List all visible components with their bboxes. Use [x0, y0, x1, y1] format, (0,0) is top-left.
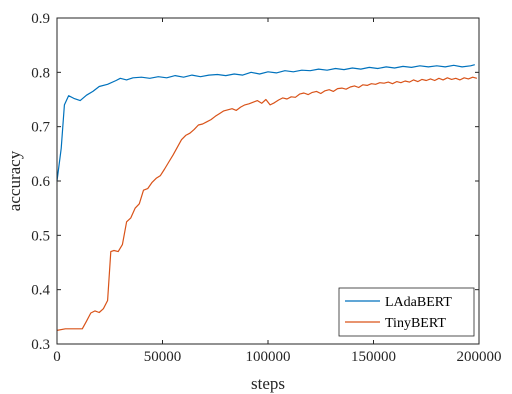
y-tick-label: 0.9	[31, 11, 50, 27]
series-layer	[56, 64, 478, 331]
legend: LAdaBERT TinyBERT	[338, 287, 475, 337]
legend-label-ladabert: LAdaBERT	[385, 295, 452, 310]
legend-box	[338, 287, 475, 337]
tick-layer: 0 50000 100000 150000 200000 0.3 0.4 0.5 0.6 0.7 0…	[31, 11, 501, 365]
x-tick-label: 150000	[351, 349, 396, 365]
legend-label-tinybert: TinyBERT	[385, 316, 446, 331]
y-axis-label: accuracy	[5, 150, 24, 211]
y-tick-label: 0.6	[31, 174, 50, 190]
series-line-tinybert	[56, 76, 478, 331]
x-tick-label: 50000	[144, 349, 182, 365]
x-axis-label: steps	[251, 374, 285, 393]
x-tick-label: 0	[53, 349, 61, 365]
y-tick-label: 0.8	[31, 65, 50, 81]
x-tick-label: 100000	[246, 349, 291, 365]
x-tick-label: 200000	[457, 349, 502, 365]
y-tick-label: 0.4	[31, 283, 50, 299]
series-line-ladabert	[56, 64, 475, 182]
y-tick-label: 0.7	[31, 120, 50, 136]
y-tick-label: 0.3	[31, 337, 50, 353]
y-tick-label: 0.5	[31, 228, 50, 244]
